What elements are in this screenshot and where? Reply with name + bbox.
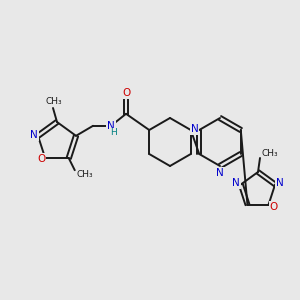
Text: O: O	[37, 154, 45, 164]
Text: O: O	[122, 88, 130, 98]
Text: H: H	[110, 128, 116, 137]
Text: O: O	[269, 202, 278, 212]
Text: N: N	[30, 130, 38, 140]
Text: N: N	[276, 178, 284, 188]
Text: N: N	[232, 178, 240, 188]
Text: N: N	[191, 124, 199, 134]
Text: CH₃: CH₃	[262, 149, 278, 158]
Text: CH₃: CH₃	[76, 170, 93, 179]
Text: N: N	[216, 168, 224, 178]
Text: N: N	[107, 121, 115, 131]
Text: CH₃: CH₃	[46, 97, 62, 106]
